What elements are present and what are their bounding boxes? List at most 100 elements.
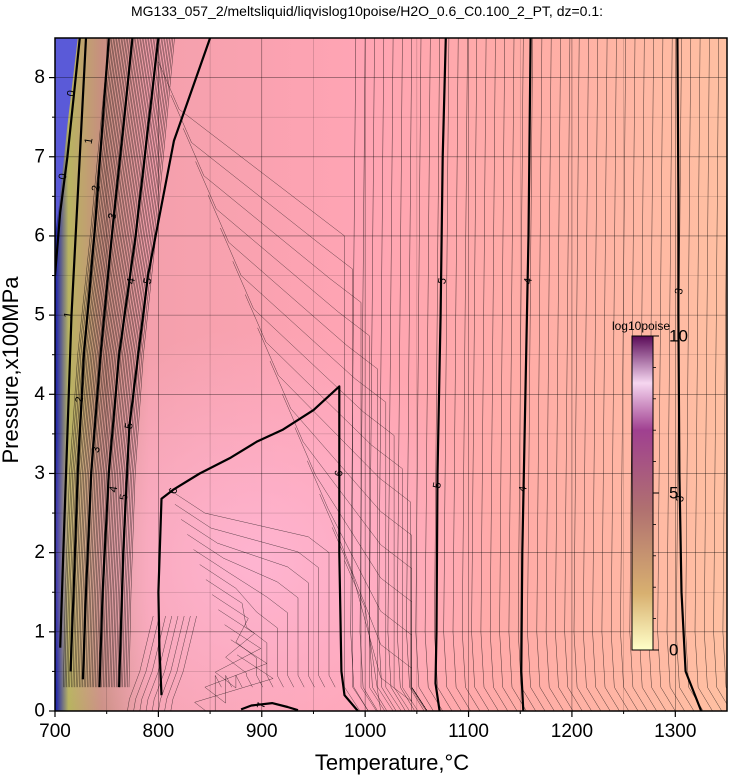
y-axis-ticks: 0 1 2 3 4 5 6 7 8 — [34, 67, 55, 722]
contour-label: 6 — [167, 487, 180, 495]
y-tick-label: 0 — [34, 701, 45, 722]
contour-label: 1 — [62, 311, 75, 319]
minor-contour — [244, 294, 419, 711]
minor-contour — [151, 615, 179, 711]
minor-contour — [158, 615, 185, 711]
contour-label: 3 — [106, 212, 119, 220]
contour-label: 3 — [90, 446, 103, 454]
minor-contour — [98, 38, 145, 688]
minor-contour — [91, 38, 138, 688]
contour-label: 3 — [673, 287, 686, 295]
contour-label: 2 — [90, 184, 103, 192]
minor-contour — [125, 38, 172, 688]
contour-line-2 — [69, 38, 110, 672]
minor-contour — [67, 38, 114, 688]
minor-contour — [232, 261, 410, 711]
contour-label: 4 — [107, 485, 120, 493]
minor-contour — [218, 609, 255, 688]
minor-contour — [145, 615, 173, 711]
minor-contour — [95, 38, 142, 688]
contour-label: 6 — [333, 469, 346, 477]
minor-contour — [112, 38, 159, 688]
minor-contour — [101, 38, 148, 688]
grid-lines — [54, 38, 727, 712]
contour-line-3 — [676, 38, 703, 711]
x-tick-label: 700 — [39, 721, 71, 742]
y-tick-label: 7 — [34, 146, 45, 167]
x-tick-label: 1000 — [344, 721, 386, 742]
contour-line-4 — [98, 38, 160, 688]
contour-label: 5 — [118, 493, 131, 501]
contour-label: 4 — [125, 277, 138, 285]
colorbar-tick-label: 0 — [669, 641, 678, 660]
contour-line-1 — [59, 38, 88, 648]
minor-contour — [104, 38, 151, 688]
minor-contour — [187, 534, 305, 688]
contour-label: 5 — [123, 422, 136, 430]
minor-contour — [220, 227, 402, 711]
x-axis-ticks: 700 800 900 1000 1100 1200 1300 — [39, 711, 696, 742]
minor-contour — [64, 38, 111, 688]
minor-contour — [133, 615, 160, 711]
minor-contour — [80, 38, 127, 688]
x-tick-label: 1100 — [448, 721, 489, 742]
y-tick-label: 6 — [34, 225, 45, 246]
labeled-contour-lines — [55, 38, 703, 711]
contour-label: 4 — [522, 277, 535, 285]
low-viscosity-region — [55, 38, 78, 236]
contour-line-5 — [434, 38, 447, 711]
y-tick-label: 3 — [34, 463, 45, 484]
minor-contour — [344, 560, 428, 711]
contour-label: 1 — [83, 137, 96, 145]
minor-contour — [170, 615, 197, 711]
y-axis-label: Pressure,x100MPa — [0, 276, 23, 464]
colorbar-ticks: 0 5 10 — [653, 327, 688, 660]
y-tick-label: 1 — [34, 621, 45, 642]
contour-line-0 — [55, 38, 81, 276]
contour-line-3 — [81, 38, 134, 680]
x-tick-label: 1200 — [551, 721, 593, 742]
y-tick-label: 4 — [34, 384, 45, 405]
minor-contour — [205, 579, 274, 688]
minor-contour — [77, 38, 124, 688]
minor-contour — [257, 327, 427, 711]
minor-contour — [180, 519, 315, 688]
minor-contour — [195, 161, 385, 711]
minor-contour — [111, 38, 158, 688]
minor-contour — [164, 615, 191, 711]
contour-line-4 — [520, 38, 532, 711]
minor-contour — [72, 38, 119, 688]
minor-contour — [182, 128, 377, 711]
minor-contour — [127, 615, 154, 711]
minor-contour — [63, 38, 110, 688]
minor-contour — [194, 654, 274, 711]
contour-label: 2 — [73, 396, 86, 404]
x-tick-label: 900 — [246, 721, 278, 742]
minor-contour — [82, 38, 129, 688]
minor-contour — [168, 489, 336, 688]
minor-contour — [79, 38, 126, 688]
contour-label: 0 — [57, 173, 70, 181]
minor-contour — [174, 504, 325, 688]
contour-line-7 — [240, 702, 299, 711]
contour-label: 4 — [517, 485, 530, 493]
contour-label: 5 — [142, 277, 155, 285]
plot-border — [54, 37, 728, 712]
minor-contour — [207, 194, 394, 711]
plot-background — [55, 38, 727, 711]
contour-line-6 — [157, 385, 359, 711]
colorbar-gradient — [631, 335, 654, 651]
colorbar-tick-label: 5 — [669, 484, 678, 503]
minor-contour — [114, 38, 161, 688]
contour-label: 5 — [436, 277, 449, 285]
minor-contour — [88, 38, 135, 688]
minor-contour — [122, 38, 169, 688]
minor-contour — [96, 38, 143, 688]
minor-contour — [123, 38, 170, 688]
contour-label: 5 — [431, 481, 444, 489]
minor-contour — [193, 549, 294, 688]
contour-label: 7 — [255, 701, 268, 709]
minor-contour — [117, 38, 164, 688]
y-tick-label: 2 — [34, 542, 45, 563]
